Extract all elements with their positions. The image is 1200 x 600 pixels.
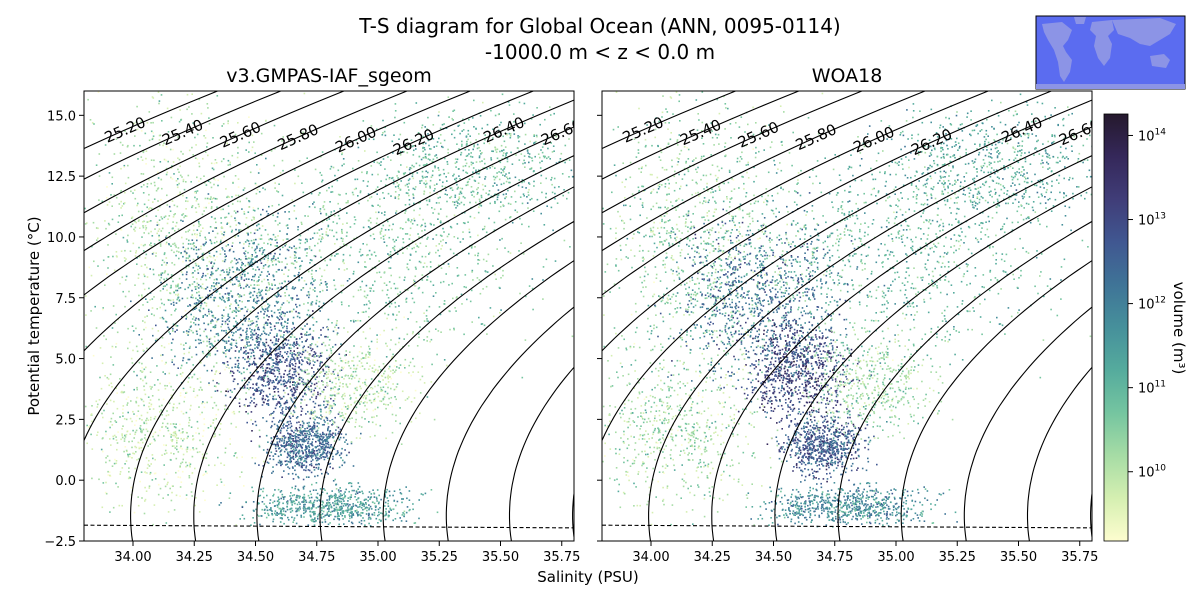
density-contour-line xyxy=(84,91,534,352)
y-tick-label: −2.5 xyxy=(44,535,76,550)
x-axis-label: Salinity (PSU) xyxy=(537,568,639,586)
x-tick-label: 34.75 xyxy=(298,550,335,565)
freezing-line xyxy=(602,524,1092,529)
x-tick-label: 34.25 xyxy=(694,550,731,565)
freezing-line xyxy=(84,524,574,529)
density-contour-line xyxy=(193,155,574,541)
colorbar-tick-label: 1013 xyxy=(1138,212,1166,229)
y-tick-label: 2.5 xyxy=(55,413,76,428)
x-tick-label: 35.50 xyxy=(482,550,519,565)
colorbar-tick-label: 1011 xyxy=(1138,380,1166,397)
density-contour-line xyxy=(84,91,282,180)
density-contour-line xyxy=(84,91,408,252)
x-tick-label: 35.00 xyxy=(877,550,914,565)
x-tick-label: 34.75 xyxy=(816,550,853,565)
region-inset-map xyxy=(1035,15,1186,90)
colorbar-label: volume (m³) xyxy=(1170,282,1188,375)
x-tick-label: 34.00 xyxy=(632,550,669,565)
x-tick-label: 34.50 xyxy=(755,550,792,565)
plot-frame-woa18 xyxy=(601,90,1093,542)
density-contour-line xyxy=(84,91,345,214)
density-contour-line xyxy=(602,91,1052,352)
density-contour-line xyxy=(130,126,574,541)
density-contour-line xyxy=(963,306,1092,541)
y-tick-label: 5.0 xyxy=(55,353,76,368)
y-tick-label: 7.5 xyxy=(55,292,76,307)
panel-title-woa18: WOA18 xyxy=(812,65,883,87)
density-contour-line xyxy=(1026,366,1092,541)
inset-land-asia xyxy=(1112,18,1176,46)
inset-land-africa-europe xyxy=(1090,20,1114,66)
x-tick-label: 35.25 xyxy=(421,550,458,565)
figure-subtitle: -1000.0 m < z < 0.0 m xyxy=(485,40,715,64)
density-contour-line xyxy=(602,91,989,296)
density-contour-line xyxy=(508,366,574,541)
colorbar-fill xyxy=(1103,113,1129,542)
density-contour-line xyxy=(84,91,471,296)
colorbar: 1010 1011 1012 1013 1014 volume (m³) xyxy=(1103,113,1188,542)
x-tick-label: 35.75 xyxy=(543,550,580,565)
inset-land-greenland xyxy=(1074,17,1086,24)
figure-title: T-S diagram for Global Ocean (ANN, 0095-… xyxy=(358,14,840,38)
y-axis-label: Potential temperature (°C) xyxy=(25,216,43,415)
plot-frame-model xyxy=(83,90,575,542)
density-contour-line xyxy=(445,306,574,541)
colorbar-tick-label: 1012 xyxy=(1138,296,1166,313)
density-contour-line xyxy=(602,91,800,180)
x-tick-label: 34.00 xyxy=(114,550,151,565)
x-tick-label: 35.25 xyxy=(939,550,976,565)
density-contour-line xyxy=(382,259,574,541)
y-tick-label: 12.5 xyxy=(47,170,76,185)
panel-title-model: v3.GMPAS-IAF_sgeom xyxy=(226,65,431,87)
density-contour-line xyxy=(84,99,574,442)
density-contour-line xyxy=(648,126,1092,541)
colorbar-tick-label: 1010 xyxy=(1138,464,1166,481)
y-tick-label: 0.0 xyxy=(55,474,76,489)
panel-model: 25.20 25.40 25.60 25.80 26.00 26.20 26.40 26.60… xyxy=(44,90,580,565)
x-tick-label: 34.25 xyxy=(176,550,213,565)
x-tick-label: 35.00 xyxy=(359,550,396,565)
x-tick-label: 34.50 xyxy=(237,550,274,565)
inset-land-australia xyxy=(1150,54,1170,68)
volume-density-cloud xyxy=(602,91,1092,528)
density-contour-line xyxy=(711,155,1092,541)
density-contour-line xyxy=(602,91,926,252)
density-contour-line xyxy=(900,259,1092,541)
inset-land-americas xyxy=(1042,22,1072,82)
density-contour-line xyxy=(774,186,1092,541)
density-contour-line xyxy=(319,220,574,541)
density-contour-line xyxy=(602,99,1092,442)
x-tick-label: 35.75 xyxy=(1061,550,1098,565)
y-tick-label: 15.0 xyxy=(47,109,76,124)
density-contour-line xyxy=(837,220,1092,541)
y-tick-label: 10.0 xyxy=(47,231,76,246)
colorbar-tick-label: 1014 xyxy=(1138,127,1166,144)
inset-land-antarctica xyxy=(1036,84,1185,89)
density-contour-line xyxy=(256,186,574,541)
panel-woa18: 25.20 25.40 25.60 25.80 26.00 26.20 26.40 26.60… xyxy=(597,90,1098,565)
density-contour-line xyxy=(602,91,863,214)
x-tick-label: 35.50 xyxy=(1000,550,1037,565)
